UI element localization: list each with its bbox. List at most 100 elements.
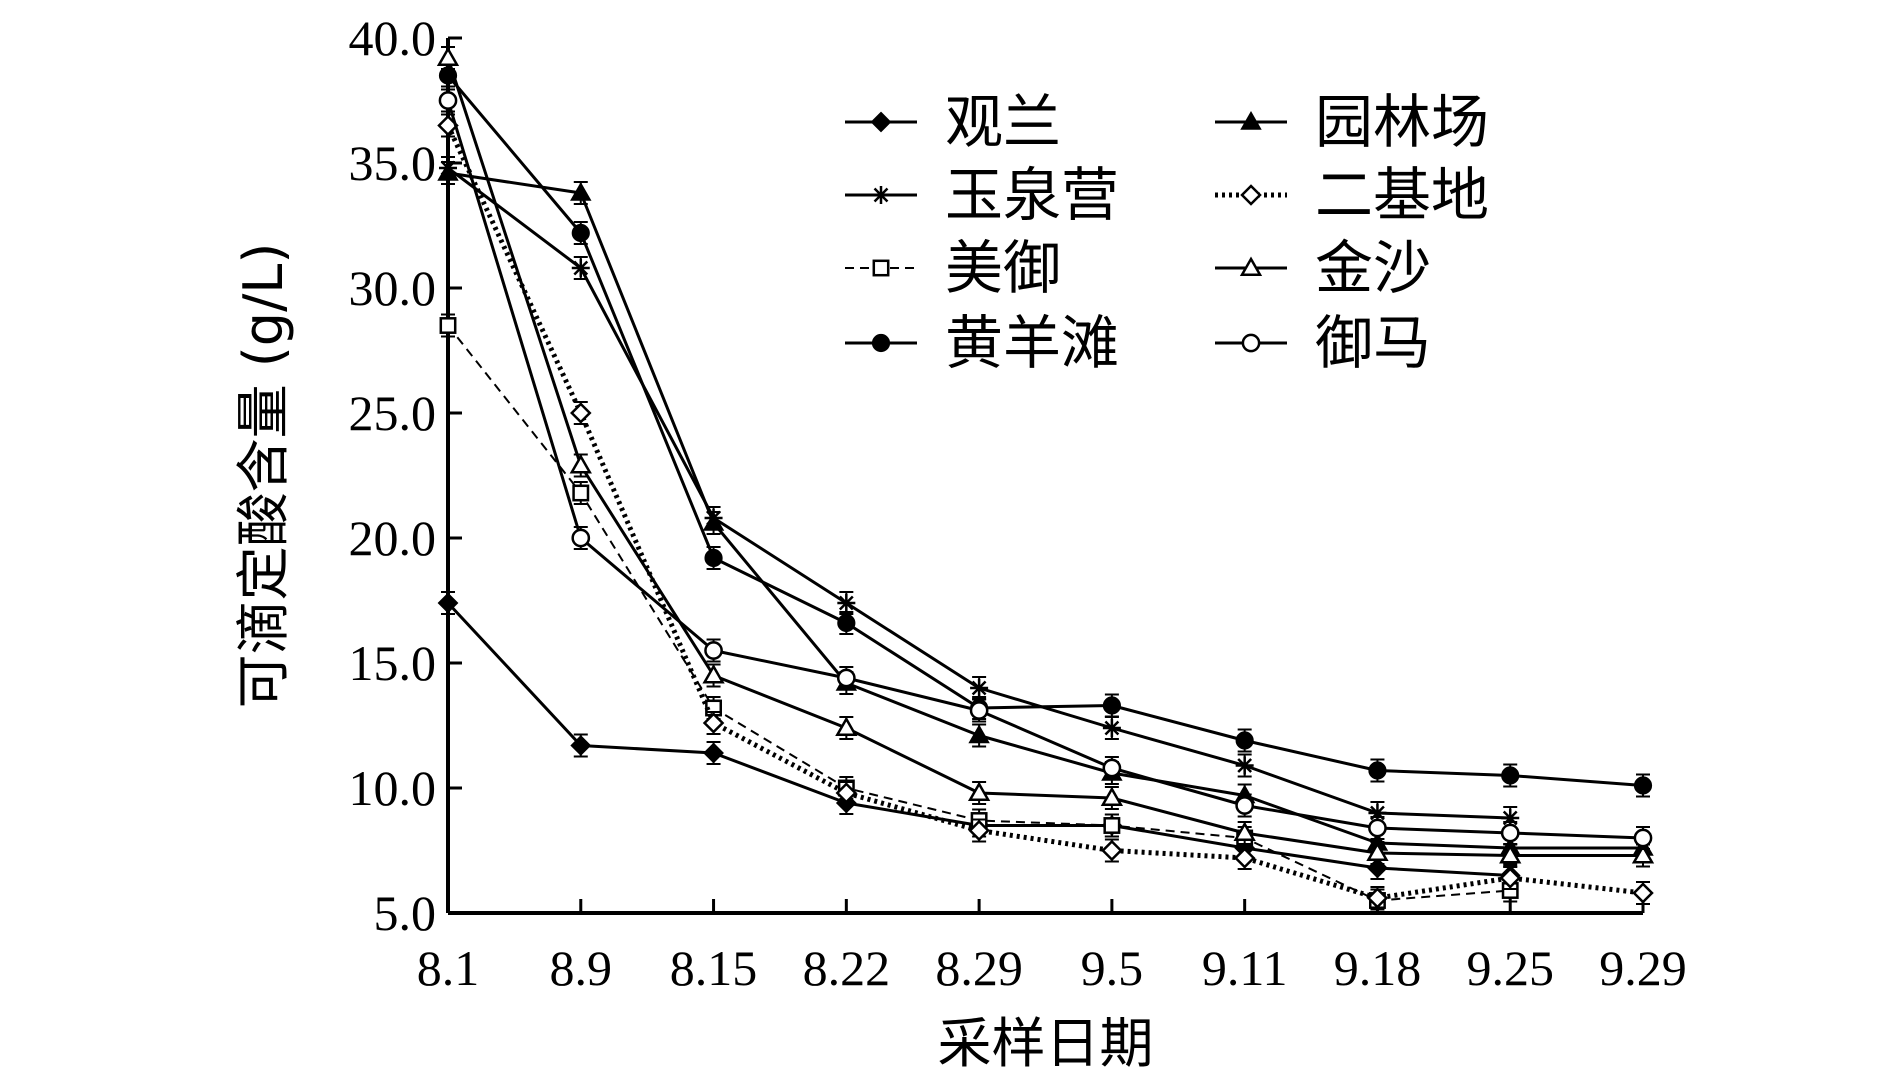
y-tick-label: 30.0 — [349, 260, 437, 316]
data-point — [967, 781, 991, 801]
data-point — [968, 724, 990, 744]
data-point — [570, 402, 592, 424]
data-point — [438, 91, 458, 110]
legend-marker — [1240, 184, 1262, 206]
data-point — [1499, 843, 1522, 864]
data-point — [1102, 758, 1122, 778]
data-point — [1500, 823, 1520, 843]
legend-entry-4: 黄羊滩 — [845, 309, 1119, 377]
series-line — [446, 74, 1644, 787]
data-point — [1102, 719, 1121, 737]
legend-marker — [1240, 110, 1262, 130]
data-point — [1501, 766, 1520, 785]
x-tick-label: 8.22 — [803, 940, 891, 996]
data-point — [1631, 843, 1655, 864]
data-point — [1366, 841, 1389, 861]
legend-label: 玉泉营 — [945, 161, 1119, 229]
data-point — [1633, 828, 1653, 848]
data-point — [571, 259, 590, 277]
data-point — [837, 594, 856, 612]
y-tick-label: 25.0 — [349, 385, 437, 441]
x-tick-label: 9.11 — [1202, 940, 1288, 996]
data-point — [836, 668, 856, 688]
data-point — [1102, 696, 1121, 715]
data-point — [702, 712, 725, 734]
series-line — [447, 171, 1643, 850]
x-tick-label: 8.9 — [550, 940, 613, 996]
y-tick-label: 35.0 — [349, 135, 437, 191]
data-point — [1499, 867, 1521, 889]
data-point — [1368, 804, 1387, 822]
data-point — [702, 663, 725, 684]
data-point — [1368, 761, 1387, 780]
x-tick-label: 8.1 — [417, 940, 480, 996]
legend-marker — [872, 259, 890, 277]
data-point — [1101, 839, 1123, 862]
data-point — [571, 223, 590, 243]
legend-label: 黄羊滩 — [945, 309, 1119, 377]
data-point — [571, 528, 591, 548]
x-tick-label: 9.25 — [1466, 940, 1554, 996]
data-point — [1233, 821, 1256, 841]
legend-label: 金沙 — [1315, 234, 1431, 302]
data-point — [835, 782, 858, 804]
x-tick-label: 9.29 — [1599, 940, 1687, 996]
legend-marker — [871, 333, 891, 353]
legend-entry-1: 观兰 — [845, 88, 1061, 156]
y-axis-title: 可滴定酸含量 (g/L) — [232, 243, 295, 709]
x-tick-label: 9.5 — [1081, 940, 1144, 996]
legend-entry-7: 金沙 — [1215, 234, 1431, 302]
data-point — [970, 679, 989, 697]
data-point — [1501, 809, 1520, 827]
legend-label: 二基地 — [1315, 161, 1489, 229]
data-point — [569, 453, 592, 474]
data-point — [570, 735, 592, 756]
legend-entry-2: 玉泉营 — [845, 161, 1119, 229]
y-tick-label: 5.0 — [374, 885, 437, 941]
legend-label: 园林场 — [1315, 88, 1489, 156]
series-8 — [438, 88, 1653, 850]
x-tick-label: 9.18 — [1334, 940, 1422, 996]
legend-entry-5: 园林场 — [1215, 88, 1489, 156]
y-tick-label: 40.0 — [349, 10, 437, 66]
data-point — [1366, 887, 1389, 909]
data-point — [437, 161, 459, 181]
data-point — [436, 46, 460, 66]
legend-label: 观兰 — [945, 88, 1061, 156]
legend-entry-6: 二基地 — [1215, 161, 1489, 229]
data-point — [969, 701, 989, 720]
data-point — [704, 548, 723, 568]
series-line — [446, 100, 1644, 840]
legend-label: 御马 — [1315, 309, 1431, 377]
data-point — [702, 511, 725, 531]
legend-entry-8: 御马 — [1215, 309, 1431, 377]
data-point — [1368, 818, 1387, 838]
data-point — [439, 317, 457, 334]
series-line — [446, 57, 1643, 857]
x-axis-title: 采样日期 — [938, 1012, 1154, 1075]
y-tick-label: 15.0 — [349, 635, 437, 691]
data-point — [968, 819, 990, 842]
data-point — [437, 592, 459, 614]
legend-marker — [1241, 333, 1261, 353]
data-point — [1235, 796, 1255, 815]
data-point — [703, 742, 724, 764]
data-point — [1633, 776, 1653, 795]
data-point — [570, 181, 592, 201]
legend-marker — [870, 111, 892, 133]
series-7 — [436, 46, 1655, 868]
legend-marker — [872, 186, 890, 204]
x-tick-label: 8.29 — [935, 940, 1023, 996]
data-point — [1103, 817, 1121, 834]
data-point — [835, 716, 858, 736]
series-4 — [438, 63, 1653, 798]
data-point — [1632, 882, 1654, 904]
data-point — [1235, 756, 1254, 775]
data-point — [704, 641, 723, 660]
data-point — [837, 613, 856, 633]
y-tick-label: 10.0 — [349, 760, 437, 816]
data-point — [1235, 731, 1254, 750]
data-point — [1100, 786, 1124, 806]
